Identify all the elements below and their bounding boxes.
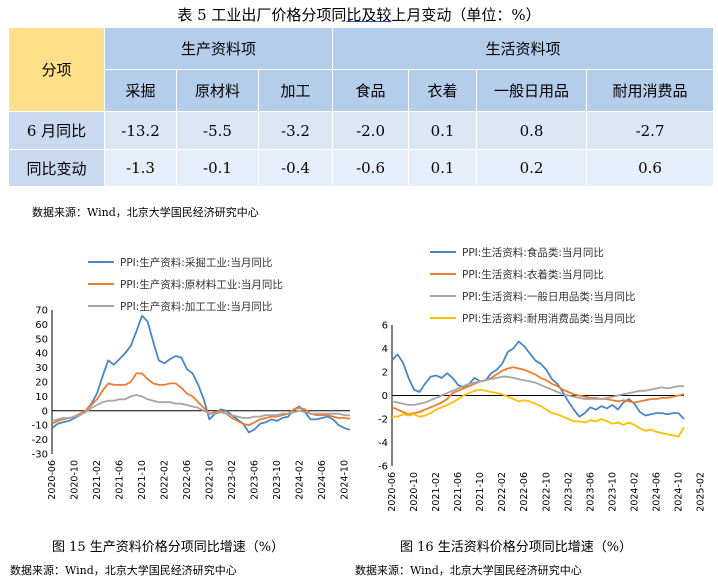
x-tick-label: 2024-06 — [651, 472, 662, 512]
x-tick-label: 2020-10 — [409, 472, 420, 512]
x-tick-label: 2021-10 — [137, 460, 148, 500]
y-tick-label: 10 — [35, 392, 48, 403]
figure-15-caption: 图 15 生产资料价格分项同比增速（%） — [52, 540, 285, 555]
x-tick-label: 2023-10 — [607, 472, 618, 512]
x-tick-label: 2022-10 — [204, 460, 215, 500]
legend-label: PPI:生产资料:加工工业:当月同比 — [120, 300, 272, 313]
x-tick-label: 2024-02 — [294, 460, 305, 500]
table-cell: -0.6 — [332, 149, 410, 187]
y-tick-label: 6 — [382, 321, 388, 332]
y-tick-label: -30 — [32, 450, 48, 461]
x-tick-label: 2022-06 — [182, 460, 193, 500]
series-line — [392, 388, 685, 438]
x-tick-label: 2021-02 — [92, 460, 103, 500]
series-line — [391, 340, 685, 420]
series-line — [391, 375, 684, 406]
column-header: 原材料 — [176, 69, 259, 112]
y-tick-label: -20 — [32, 435, 48, 446]
ppi-breakdown-table: 分项 生产资料项 生活资料项 采掘 原材料 加工 食品 衣着 一般日用品 耐用消… — [8, 27, 715, 187]
x-tick-label: 2023-02 — [563, 472, 574, 512]
y-tick-label: 30 — [35, 363, 48, 374]
x-tick-label: 2021-06 — [114, 460, 125, 500]
table-cell: 0.1 — [408, 149, 478, 187]
y-tick-label: 20 — [35, 378, 48, 389]
column-header: 衣着 — [408, 69, 478, 112]
table-row: 6 月同比 -13.2 -5.5 -3.2 -2.0 0.1 0.8 -2.7 — [8, 111, 715, 150]
table-cell: -0.4 — [257, 149, 334, 187]
x-tick-label: 2023-10 — [272, 460, 283, 500]
series-line — [51, 394, 351, 422]
x-tick-label: 2024-02 — [629, 472, 640, 512]
series-line — [51, 314, 351, 434]
y-tick-label: -4 — [378, 438, 388, 449]
legend-label: PPI:生产资料:原材料工业:当月同比 — [120, 278, 283, 291]
series-line — [51, 372, 351, 427]
series-line — [391, 366, 685, 416]
x-tick-label: 2024-10 — [339, 460, 350, 500]
x-tick-label: 2021-10 — [475, 472, 486, 512]
x-tick-label: 2022-06 — [519, 472, 530, 512]
table-cell: -2.7 — [586, 111, 715, 150]
table-title: 表 5 工业出厂价格分项同比及较上月变动（单位：%） — [177, 6, 541, 24]
y-tick-label: 2 — [382, 368, 388, 379]
column-header: 一般日用品 — [476, 69, 588, 112]
y-tick-label: 0 — [42, 406, 48, 417]
x-tick-label: 2021-06 — [453, 472, 464, 512]
x-tick-label: 2023-06 — [249, 460, 260, 500]
table-cell: 0.1 — [408, 111, 478, 150]
row-label: 同比变动 — [8, 149, 105, 187]
x-tick-label: 2024-06 — [317, 460, 328, 500]
column-header: 食品 — [332, 69, 410, 112]
y-tick-label: 0 — [382, 391, 388, 402]
y-tick-label: -6 — [378, 462, 388, 473]
column-header: 耐用消费品 — [586, 69, 715, 112]
column-header: 加工 — [257, 69, 334, 112]
table-cell: -3.2 — [257, 111, 334, 150]
corner-header: 分项 — [8, 27, 105, 112]
x-tick-label: 2022-02 — [159, 460, 170, 500]
legend-label: PPI:生活资料:一般日用品类:当月同比 — [462, 290, 635, 303]
x-tick-label: 2024-10 — [673, 472, 684, 512]
chart-16-source: 数据来源：Wind，北京大学国民经济研究中心 — [355, 564, 582, 577]
table-cell: -2.0 — [332, 111, 410, 150]
legend-label: PPI:生产资料:采掘工业:当月同比 — [120, 256, 272, 269]
table-cell: 0.6 — [586, 149, 715, 187]
x-tick-label: 2021-02 — [431, 472, 442, 512]
x-tick-label: 2020-10 — [69, 460, 80, 500]
y-tick-label: 60 — [35, 320, 48, 331]
chart-production-materials: PPI:生产资料:采掘工业:当月同比 PPI:生产资料:原材料工业:当月同比 PPI… — [32, 256, 351, 500]
table-cell: 0.8 — [476, 111, 588, 150]
table-source: 数据来源：Wind，北京大学国民经济研究中心 — [32, 206, 259, 219]
y-tick-label: 70 — [35, 306, 48, 317]
table-row: 同比变动 -1.3 -0.1 -0.4 -0.6 0.1 0.2 0.6 — [8, 149, 715, 187]
table-cell: 0.2 — [476, 149, 588, 187]
y-tick-label: -10 — [32, 421, 48, 432]
legend-label: PPI:生活资料:食品类:当月同比 — [462, 246, 604, 259]
x-tick-label: 2022-02 — [497, 472, 508, 512]
x-tick-label: 2023-02 — [227, 460, 238, 500]
column-header: 采掘 — [104, 69, 177, 112]
y-tick-label: -2 — [378, 415, 388, 426]
group-header-living: 生活资料项 — [332, 27, 715, 70]
chart-living-materials: PPI:生活资料:食品类:当月同比 PPI:生活资料:衣着类:当月同比 PPI:生活… — [378, 246, 707, 512]
table-cell: -5.5 — [176, 111, 259, 150]
x-tick-label: 2023-06 — [585, 472, 596, 512]
x-tick-label: 2020-06 — [47, 460, 58, 500]
table-cell: -13.2 — [104, 111, 177, 150]
legend-label: PPI:生活资料:衣着类:当月同比 — [462, 268, 604, 281]
y-tick-label: 50 — [35, 334, 48, 345]
x-tick-label: 2022-10 — [541, 472, 552, 512]
x-tick-label: 2025-02 — [696, 472, 707, 512]
y-tick-label: 4 — [382, 344, 388, 355]
row-label: 6 月同比 — [8, 111, 105, 150]
y-tick-label: 40 — [35, 349, 48, 360]
chart-15-source: 数据来源：Wind，北京大学国民经济研究中心 — [10, 564, 237, 577]
x-tick-label: 2020-06 — [387, 472, 398, 512]
figure-16-caption: 图 16 生活资料价格分项同比增速（%） — [400, 540, 633, 555]
legend-label: PPI:生活资料:耐用消费品类:当月同比 — [462, 312, 635, 325]
table-cell: -0.1 — [176, 149, 259, 187]
group-header-production: 生产资料项 — [103, 27, 334, 70]
table-cell: -1.3 — [104, 149, 177, 187]
